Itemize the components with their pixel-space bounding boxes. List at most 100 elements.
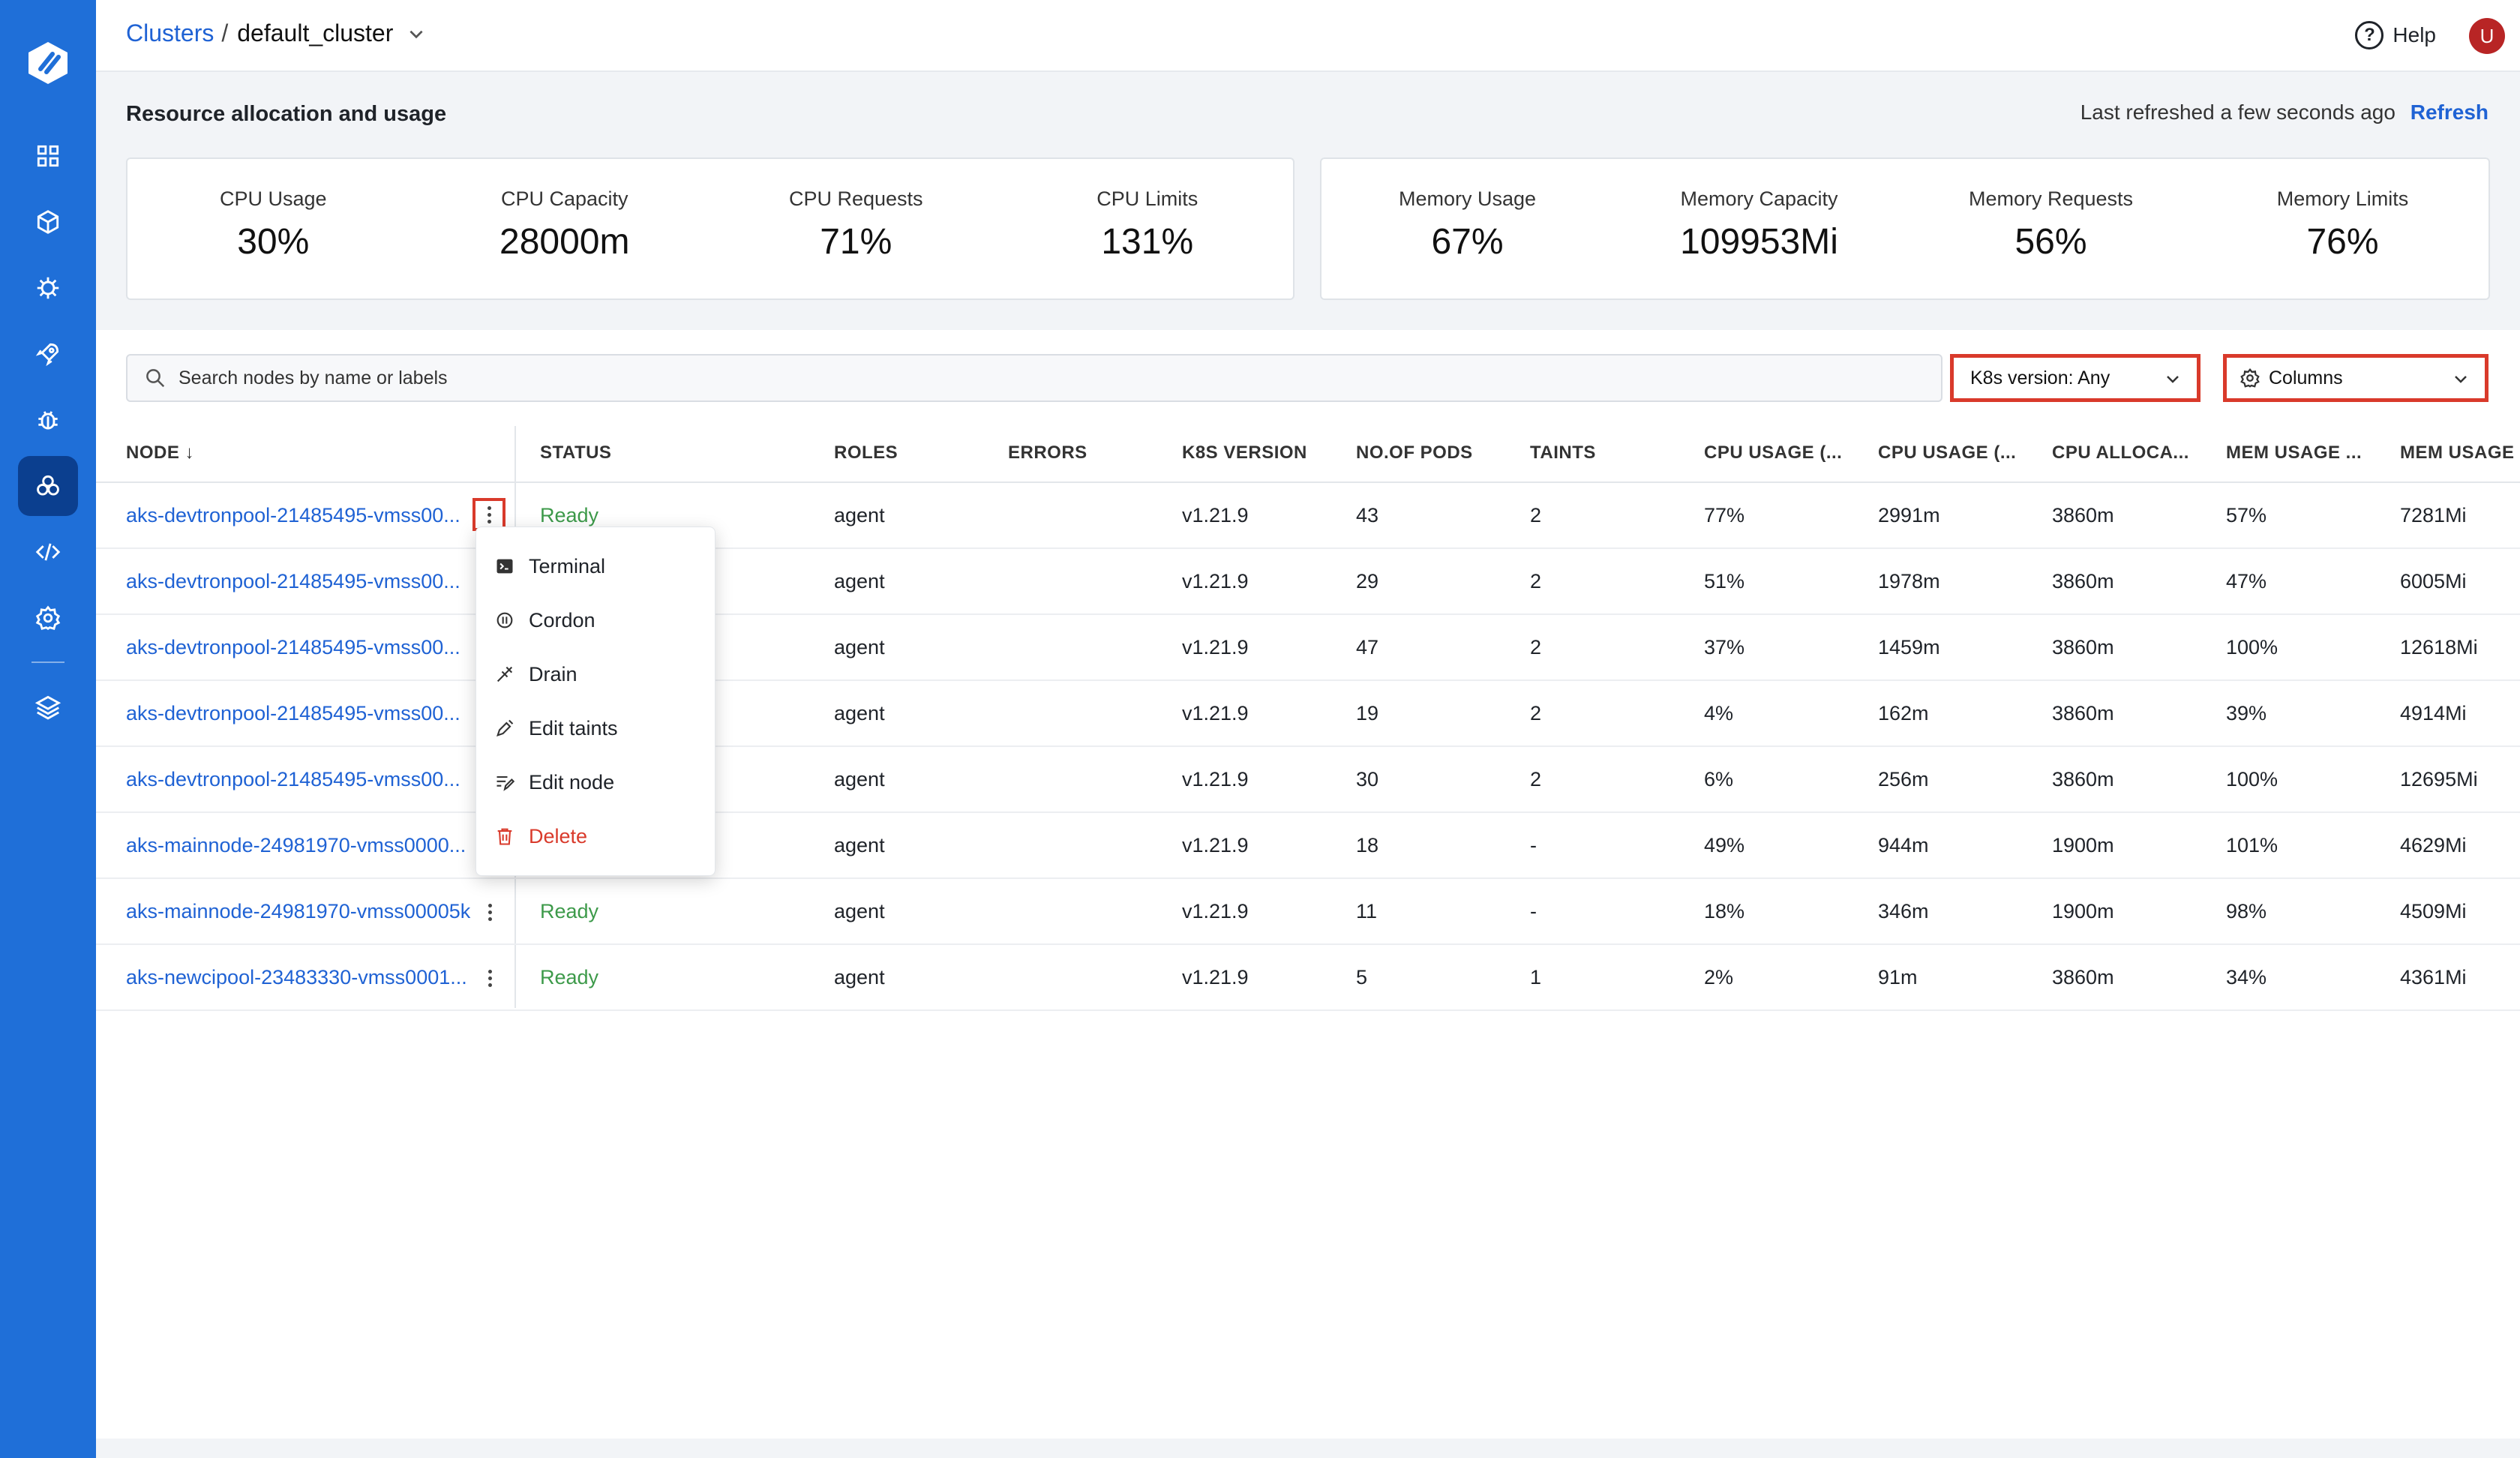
cpu-usage-abs-cell: 944m (1878, 834, 1929, 856)
cpu-summary-card: CPU Usage 30% CPU Capacity 28000m CPU Re… (126, 158, 1294, 300)
th-errors[interactable]: ERRORS (1008, 442, 1088, 463)
node-name-link[interactable]: aks-mainnode-24981970-vmss0000... (126, 834, 466, 856)
breadcrumb-current-cluster: default_cluster (237, 20, 394, 46)
sidebar-divider (32, 662, 64, 663)
node-name-link[interactable]: aks-devtronpool-21485495-vmss00... (126, 768, 460, 790)
th-cpu-allocatable[interactable]: CPU ALLOCA... (2052, 442, 2189, 463)
nav-code[interactable] (18, 522, 78, 582)
metric-label: Memory Requests (1968, 188, 2134, 210)
top-header: Clusters / default_cluster ? Help U (96, 0, 2520, 72)
node-search[interactable] (126, 354, 1942, 402)
k8s-version-select[interactable]: K8s version: Any (1950, 354, 2200, 402)
table-row[interactable]: aks-devtronpool-21485495-vmss00... agent v… (96, 549, 2520, 615)
memory-summary-card: Memory Usage 67% Memory Capacity 109953M… (1320, 158, 2490, 300)
cube-icon (37, 210, 59, 234)
metric-cpu-requests: CPU Requests 71% (710, 159, 1002, 298)
node-name-link[interactable]: aks-newcipool-23483330-vmss0001... (126, 966, 467, 988)
search-icon (146, 369, 165, 388)
cpu-usage-abs-cell: 162m (1878, 702, 1929, 724)
help-button[interactable]: ? Help (2355, 21, 2436, 50)
th-taints[interactable]: TAINTS (1530, 442, 1596, 463)
gear-icon (35, 605, 61, 631)
nav-security[interactable] (18, 258, 78, 318)
nav-stack-manager[interactable] (18, 676, 78, 736)
metric-memory-usage: Memory Usage 67% (1322, 159, 1613, 298)
bug-icon (38, 411, 58, 430)
nav-applications[interactable] (18, 126, 78, 186)
taints-cell: 1 (1530, 966, 1542, 988)
node-name-link[interactable]: aks-devtronpool-21485495-vmss00... (126, 570, 460, 592)
trash-icon (497, 828, 512, 845)
th-node-label: NODE (126, 442, 180, 463)
chevron-down-icon (2455, 376, 2467, 383)
k8s-version-cell: v1.21.9 (1182, 702, 1249, 724)
taints-cell: 2 (1530, 768, 1542, 790)
cpu-allocatable-cell: 3860m (2052, 636, 2114, 658)
th-status[interactable]: STATUS (540, 442, 612, 463)
roles-cell: agent (834, 768, 885, 790)
cpu-usage-pct-cell: 2% (1704, 966, 1734, 988)
refresh-button[interactable]: Refresh (2410, 100, 2488, 124)
node-name-link[interactable]: aks-mainnode-24981970-vmss00005k (126, 900, 471, 922)
k8s-version-cell: v1.21.9 (1182, 570, 1249, 592)
metric-value: 67% (1431, 222, 1504, 262)
th-mem-usage-pct[interactable]: MEM USAGE ... (2226, 442, 2362, 463)
table-row[interactable]: aks-newcipool-23483330-vmss0001... Ready a… (96, 945, 2520, 1011)
mem-usage-pct-cell: 47% (2226, 570, 2267, 592)
row-actions-kebab-icon[interactable] (477, 964, 502, 992)
breadcrumb-separator: / (221, 20, 229, 46)
table-row[interactable]: aks-devtronpool-21485495-vmss00... Ready a… (96, 483, 2520, 549)
mem-usage-pct-cell: 101% (2226, 834, 2278, 856)
menu-item-cordon[interactable]: Cordon (476, 593, 715, 647)
menu-item-label: Terminal (529, 554, 606, 578)
th-node[interactable]: NODE ↓ (126, 442, 194, 464)
node-name-link[interactable]: aks-devtronpool-21485495-vmss00... (126, 636, 460, 658)
node-name-link[interactable]: aks-devtronpool-21485495-vmss00... (126, 702, 460, 724)
th-k8s-version[interactable]: K8S VERSION (1182, 442, 1307, 463)
breadcrumb-clusters-link[interactable]: Clusters (126, 20, 214, 46)
cpu-allocatable-cell: 3860m (2052, 768, 2114, 790)
avatar[interactable]: U (2469, 18, 2505, 54)
th-mem-usage-abs[interactable]: MEM USAGE ... (2400, 442, 2520, 463)
nav-settings[interactable] (18, 588, 78, 648)
chevron-down-icon[interactable] (406, 24, 426, 44)
table-row[interactable]: aks-mainnode-24981970-vmss0000... agent v1… (96, 813, 2520, 879)
taints-cell: 2 (1530, 702, 1542, 724)
th-pods[interactable]: NO.OF PODS (1356, 442, 1473, 463)
table-row[interactable]: aks-mainnode-24981970-vmss00005k Ready age… (96, 879, 2520, 945)
status-cell: Ready (540, 504, 599, 526)
th-cpu-usage-pct[interactable]: CPU USAGE (... (1704, 442, 1843, 463)
table-row[interactable]: aks-devtronpool-21485495-vmss00... agent v… (96, 681, 2520, 747)
devtron-logo-icon[interactable] (24, 39, 72, 87)
roles-cell: agent (834, 966, 885, 988)
gear-icon (2240, 368, 2260, 388)
menu-item-terminal[interactable]: Terminal (476, 539, 715, 593)
menu-item-edit-taints[interactable]: Edit taints (476, 701, 715, 755)
th-roles[interactable]: ROLES (834, 442, 898, 463)
nav-bugs[interactable] (18, 390, 78, 450)
menu-item-edit-node[interactable]: Edit node (476, 755, 715, 809)
menu-item-drain[interactable]: Drain (476, 647, 715, 701)
node-name-link[interactable]: aks-devtronpool-21485495-vmss00... (126, 504, 460, 526)
cpu-usage-pct-cell: 6% (1704, 768, 1734, 790)
edit-node-icon (496, 776, 515, 791)
nav-charts[interactable] (18, 192, 78, 252)
row-actions-kebab-icon[interactable] (477, 898, 502, 926)
metric-value: 109953Mi (1680, 222, 1838, 262)
nav-deployment[interactable] (18, 324, 78, 384)
menu-item-delete[interactable]: Delete (476, 809, 715, 863)
cpu-usage-abs-cell: 1978m (1878, 570, 1940, 592)
layers-icon (34, 695, 62, 720)
cpu-allocatable-cell: 1900m (2052, 900, 2114, 922)
table-row[interactable]: aks-devtronpool-21485495-vmss00... agent v… (96, 747, 2520, 813)
table-row[interactable]: aks-devtronpool-21485495-vmss00... agent v… (96, 615, 2520, 681)
roles-cell: agent (834, 900, 885, 922)
nodes-table: NODE ↓ STATUS ROLES ERRORS K8S VERSION N… (96, 426, 2520, 1011)
th-cpu-usage-abs[interactable]: CPU USAGE (... (1878, 442, 2017, 463)
search-input[interactable] (178, 367, 1828, 389)
k8s-version-value: K8s version: Any (1970, 367, 2110, 388)
nav-resource-browser[interactable] (18, 456, 78, 516)
metric-label: CPU Requests (788, 188, 923, 210)
columns-select[interactable]: Columns (2223, 354, 2488, 402)
metric-label: CPU Capacity (500, 188, 628, 210)
